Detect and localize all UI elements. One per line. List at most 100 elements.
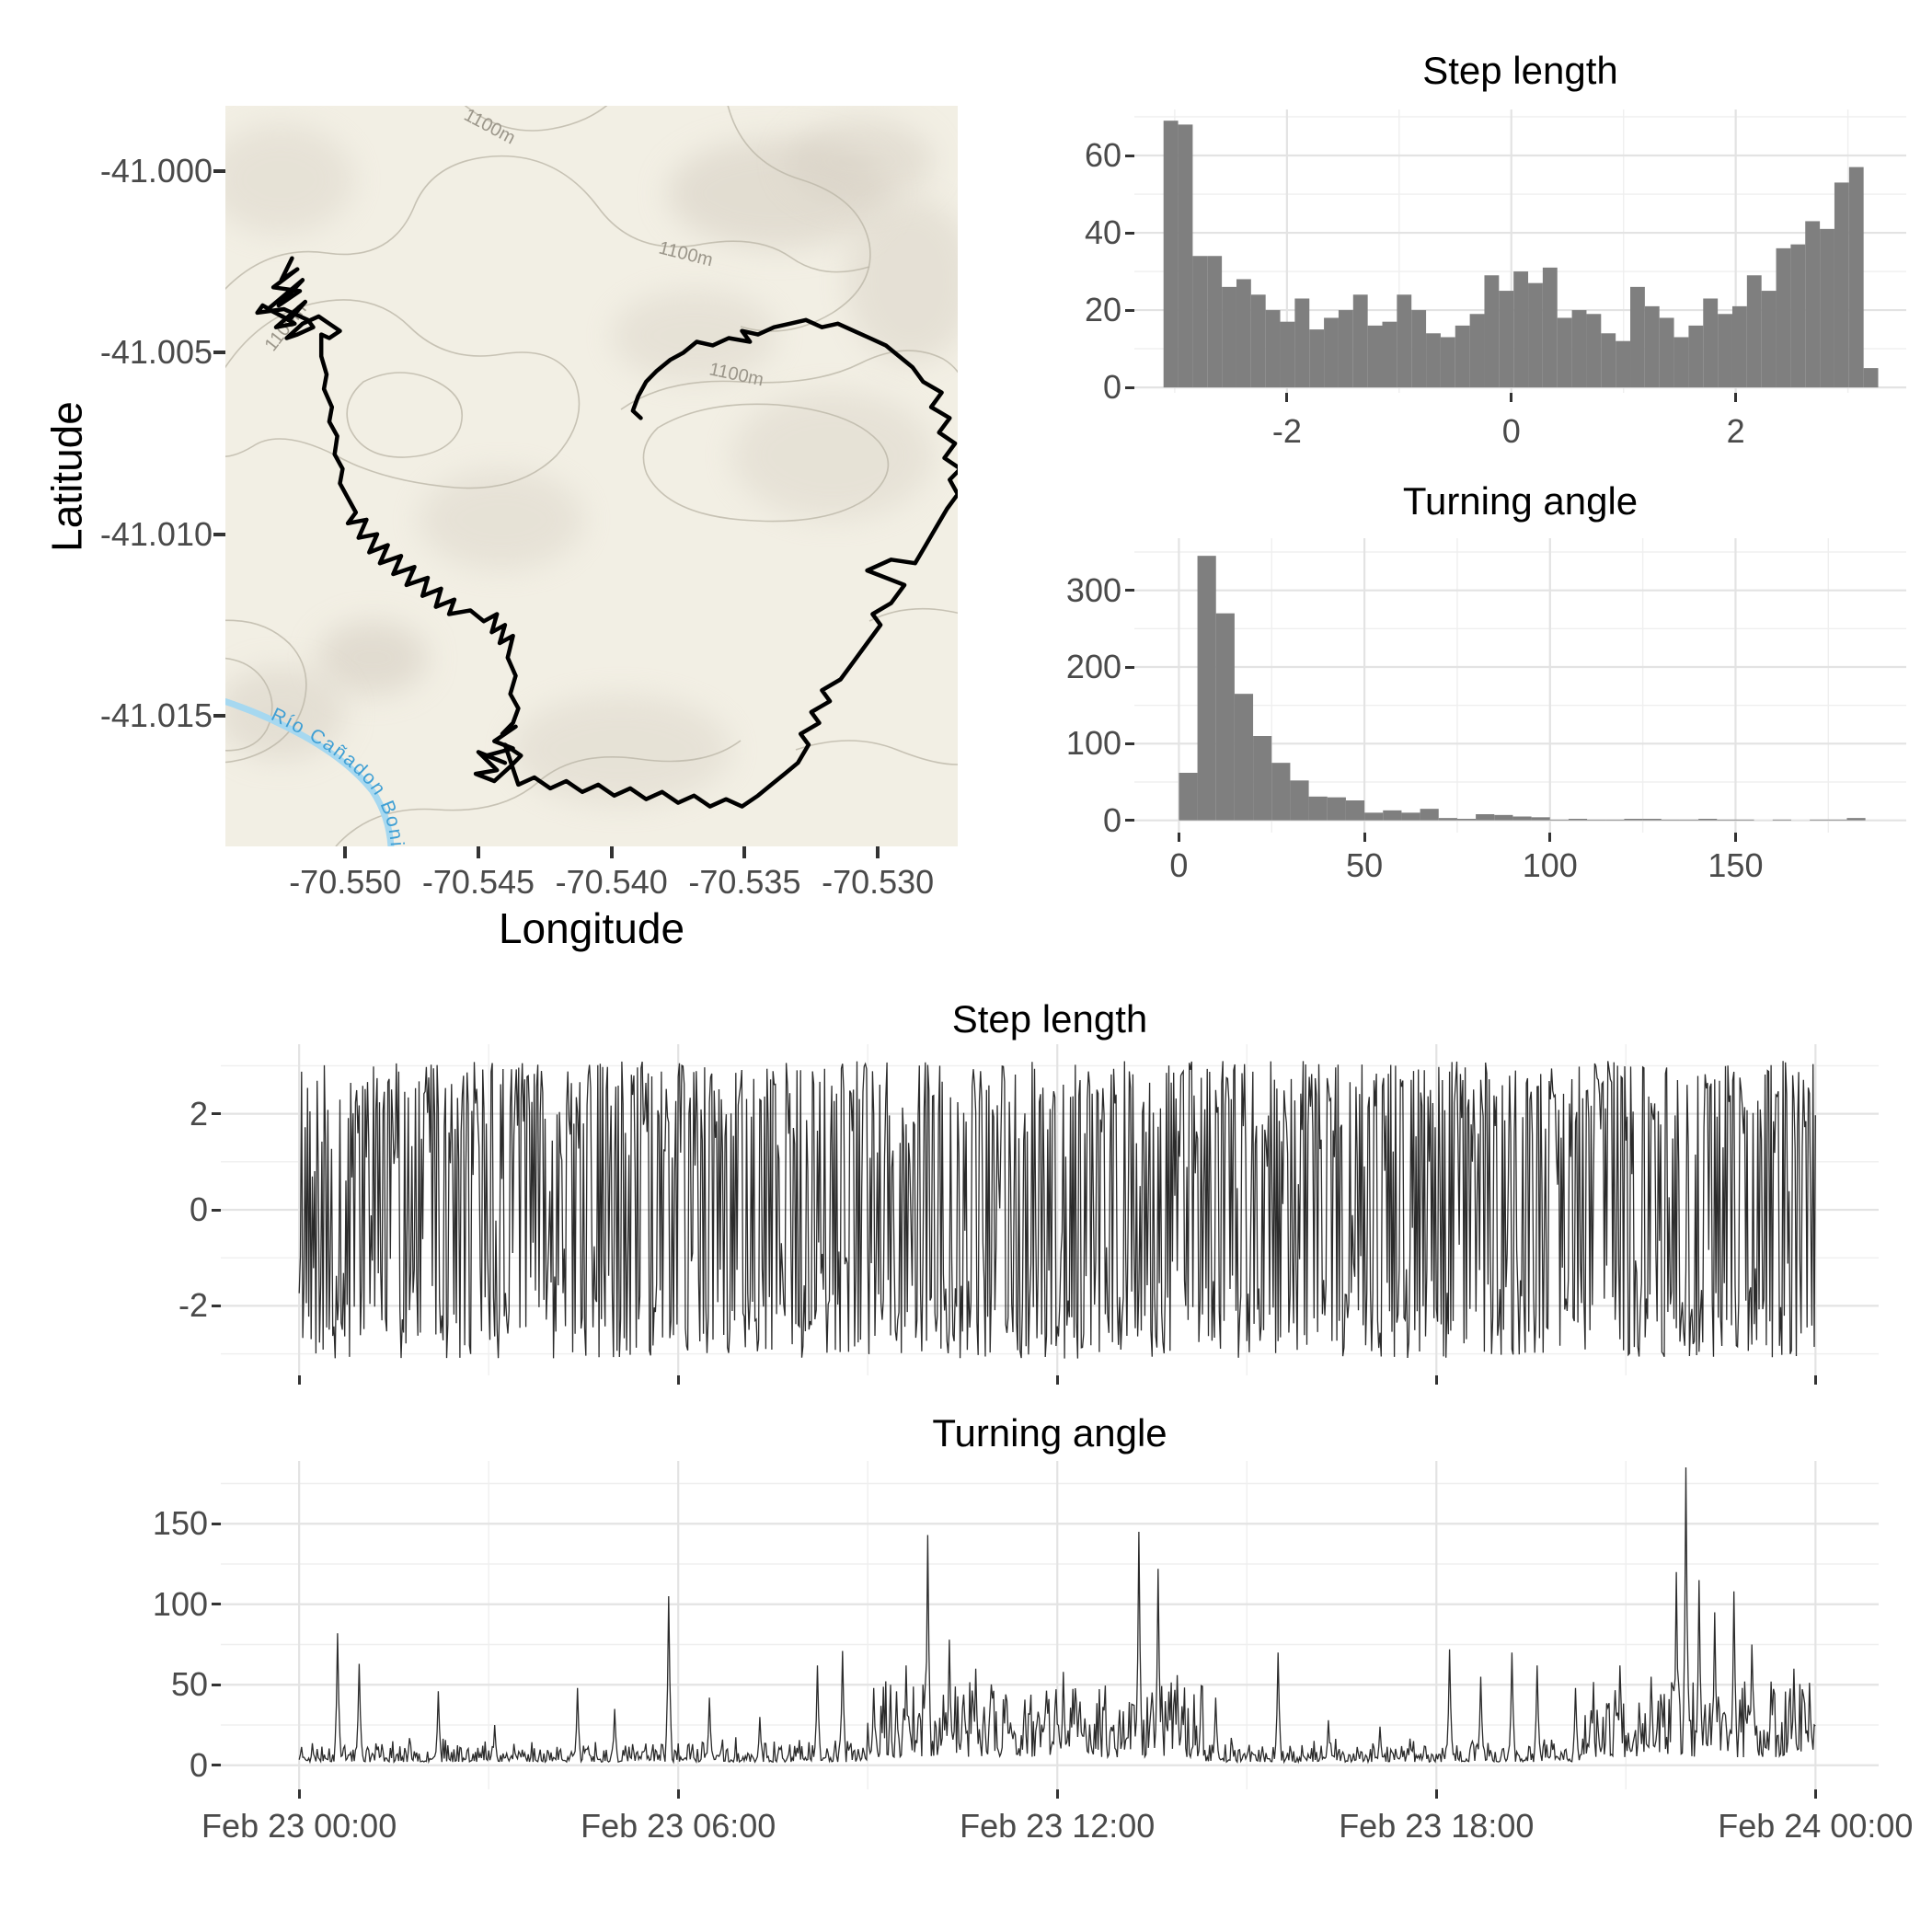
ts_step-y-tick bbox=[212, 1304, 221, 1307]
hist_step-bar bbox=[1571, 310, 1587, 388]
hist_step-y-tick bbox=[1125, 385, 1134, 389]
hist_step-bar bbox=[1440, 337, 1455, 388]
hist_step-y-tick-label: 60 bbox=[1084, 136, 1121, 174]
map-lon-tick-label: -70.540 bbox=[555, 863, 668, 901]
hist_turn-bar bbox=[1587, 819, 1606, 821]
ts_turn-x-tick bbox=[1813, 1789, 1817, 1799]
hist_step-bar bbox=[1513, 271, 1529, 388]
hist_step-x-tick-label: -2 bbox=[1271, 412, 1302, 450]
hist_turn-x-tick bbox=[1733, 833, 1737, 842]
hist_turn-x-tick bbox=[1548, 833, 1552, 842]
hist_turn-bar bbox=[1679, 819, 1699, 821]
map-lon-tick bbox=[343, 846, 348, 858]
hist_step-bar bbox=[1746, 275, 1762, 388]
ts_turn-line bbox=[298, 1466, 1816, 1765]
hist_step-bar bbox=[1776, 247, 1791, 388]
hist_turn-y-tick-label: 100 bbox=[1065, 724, 1121, 763]
map-lon-tick bbox=[476, 846, 480, 858]
ts_turn-y-tick bbox=[212, 1522, 221, 1525]
hist_turn-bar bbox=[1327, 797, 1346, 821]
hist_step-x-tick-label: 2 bbox=[1726, 412, 1745, 450]
hist_turn-bar bbox=[1531, 817, 1550, 821]
ts_turn-x-tick-label: Feb 24 00:00 bbox=[1718, 1807, 1914, 1845]
hist_step-bar bbox=[1863, 368, 1879, 388]
hist_step-bar bbox=[1236, 279, 1251, 388]
hist_step-bar bbox=[1397, 294, 1412, 388]
ts_turn-y-tick-label: 0 bbox=[189, 1745, 208, 1784]
hist_turn-bar bbox=[1271, 763, 1291, 821]
ts-step-title: Step length bbox=[951, 997, 1148, 1041]
hist_step-bar bbox=[1265, 310, 1281, 388]
hist_step-bar bbox=[1338, 310, 1353, 388]
ts_step-y-tick-label: 2 bbox=[189, 1094, 208, 1133]
hist_turn-bar bbox=[1568, 819, 1588, 821]
ts_turn-x-tick bbox=[1055, 1789, 1059, 1799]
hist_step-x-tick bbox=[1285, 393, 1289, 402]
hist_step-x-tick bbox=[1734, 393, 1738, 402]
ts_step-y-tick-label: 0 bbox=[189, 1190, 208, 1228]
hist_turn-bar bbox=[1420, 809, 1439, 821]
hist_step-bar bbox=[1528, 282, 1543, 388]
hist_turn-bar bbox=[1512, 816, 1532, 821]
hist_turn-bar bbox=[1810, 819, 1829, 821]
hist_turn-y-tick bbox=[1125, 742, 1134, 745]
ts_turn-x-tick bbox=[297, 1789, 301, 1799]
hist-turn-title: Turning angle bbox=[1402, 479, 1639, 523]
hist_step-bar bbox=[1324, 317, 1339, 388]
hist_step-bar bbox=[1673, 337, 1689, 388]
hist_turn-bar bbox=[1234, 694, 1254, 821]
hist_step-bar bbox=[1499, 291, 1514, 388]
hist_step-x-tick bbox=[1510, 393, 1513, 402]
hist_turn-bar bbox=[1717, 819, 1736, 821]
hist_turn-bar bbox=[1197, 556, 1216, 821]
hist_turn-x-tick-label: 150 bbox=[1708, 846, 1764, 884]
hist_step-y-tick-label: 20 bbox=[1084, 291, 1121, 329]
hist_step-bar bbox=[1688, 325, 1704, 388]
hist_step-bar bbox=[1163, 121, 1179, 388]
map-lat-tick-label: -41.010 bbox=[99, 514, 213, 553]
hist_step-bar bbox=[1586, 314, 1602, 388]
hist_turn-bar bbox=[1179, 773, 1198, 821]
hist_turn-x-tick bbox=[1177, 833, 1180, 842]
ts_turn-y-tick bbox=[212, 1683, 221, 1686]
river-line bbox=[225, 697, 395, 846]
hist_step-bar bbox=[1718, 314, 1732, 388]
hist_step-bar bbox=[1820, 228, 1834, 388]
hist_step-y-tick bbox=[1125, 308, 1134, 312]
ts_step-y-tick bbox=[212, 1112, 221, 1116]
hist_step-bar bbox=[1616, 340, 1631, 388]
hist_turn-bar bbox=[1735, 819, 1754, 821]
hist_step-bar bbox=[1557, 317, 1572, 388]
hist_step-bar bbox=[1192, 256, 1208, 388]
hist_step-bar bbox=[1644, 305, 1660, 388]
hist_turn-x-tick-label: 50 bbox=[1346, 846, 1384, 884]
hist_turn-bar bbox=[1605, 819, 1625, 821]
map-lat-tick bbox=[213, 713, 225, 718]
ts_turn-x-tick-label: Feb 23 00:00 bbox=[201, 1807, 397, 1845]
map-lon-tick-label: -70.535 bbox=[688, 863, 801, 901]
ts_turn-x-tick bbox=[676, 1789, 680, 1799]
hist_step-bar bbox=[1250, 294, 1266, 388]
ts_turn-x-tick bbox=[1434, 1789, 1438, 1799]
hist_turn-y-tick-label: 300 bbox=[1065, 570, 1121, 609]
ts_step-line bbox=[298, 1061, 1816, 1359]
map-lon-tick-label: -70.545 bbox=[421, 863, 535, 901]
hist_step-bar bbox=[1411, 310, 1427, 388]
map-lat-tick bbox=[213, 532, 225, 536]
hist_turn-x-tick bbox=[1363, 833, 1366, 842]
map-lat-tick-label: -41.015 bbox=[99, 696, 213, 734]
hist_turn-bar bbox=[1253, 736, 1272, 821]
hist-step-title: Step length bbox=[1422, 49, 1618, 92]
ts_step-y-tick-label: -2 bbox=[178, 1286, 208, 1325]
hist_step-bar bbox=[1731, 305, 1747, 388]
ts_step-x-tick bbox=[1813, 1375, 1817, 1385]
ts_turn-y-tick bbox=[212, 1603, 221, 1606]
hist_step-bar bbox=[1222, 286, 1236, 388]
hist_step-y-tick-label: 40 bbox=[1084, 213, 1121, 252]
hist_step-bar bbox=[1352, 294, 1368, 388]
hist_turn-bar bbox=[1308, 796, 1328, 821]
map-lon-tick-label: -70.530 bbox=[822, 863, 935, 901]
hist_step-bar bbox=[1207, 256, 1223, 388]
